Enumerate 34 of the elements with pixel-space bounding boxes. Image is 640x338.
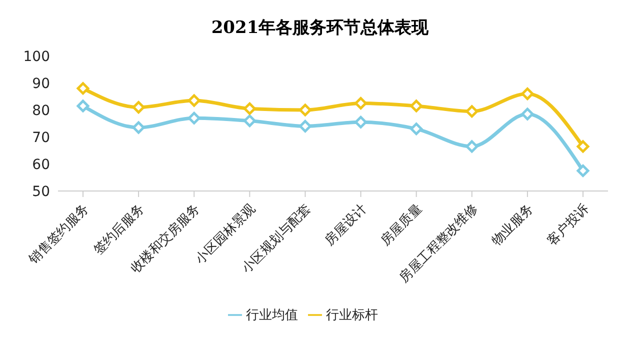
- point: [243, 102, 256, 115]
- point: [76, 100, 90, 112]
- point: [298, 120, 312, 132]
- y-tick-label: 80: [32, 102, 50, 119]
- point: [576, 140, 590, 153]
- point: [298, 104, 312, 116]
- chart-title: 2021年各服务环节总体表现: [210, 17, 430, 40]
- x-tick-label: 房屋质量: [377, 200, 426, 249]
- y-tick-label: 70: [32, 130, 50, 146]
- legend-label: 行业标杆: [326, 308, 378, 323]
- y-tick-label: 50: [32, 184, 50, 200]
- x-tick-label: 物业服务: [489, 201, 536, 249]
- point: [132, 101, 145, 114]
- y-tick-label: 90: [32, 76, 50, 92]
- point: [243, 114, 256, 128]
- point: [354, 116, 368, 128]
- point: [576, 164, 590, 177]
- point: [521, 108, 534, 120]
- point: [188, 112, 200, 124]
- y-tick-label: 100: [23, 48, 50, 65]
- point: [188, 94, 200, 107]
- y-tick-label: 60: [32, 156, 50, 173]
- legend-label: 行业均值: [246, 308, 298, 323]
- point: [354, 97, 368, 110]
- point: [521, 88, 534, 100]
- point: [466, 140, 478, 153]
- x-tick-label: 客户投诉: [544, 200, 592, 249]
- point: [76, 82, 90, 95]
- point: [410, 122, 423, 136]
- point: [132, 121, 145, 134]
- point: [466, 105, 478, 118]
- x-tick-label: 销售签约服务: [26, 201, 92, 268]
- x-tick-label: 房屋设计: [322, 200, 370, 249]
- point: [410, 100, 423, 112]
